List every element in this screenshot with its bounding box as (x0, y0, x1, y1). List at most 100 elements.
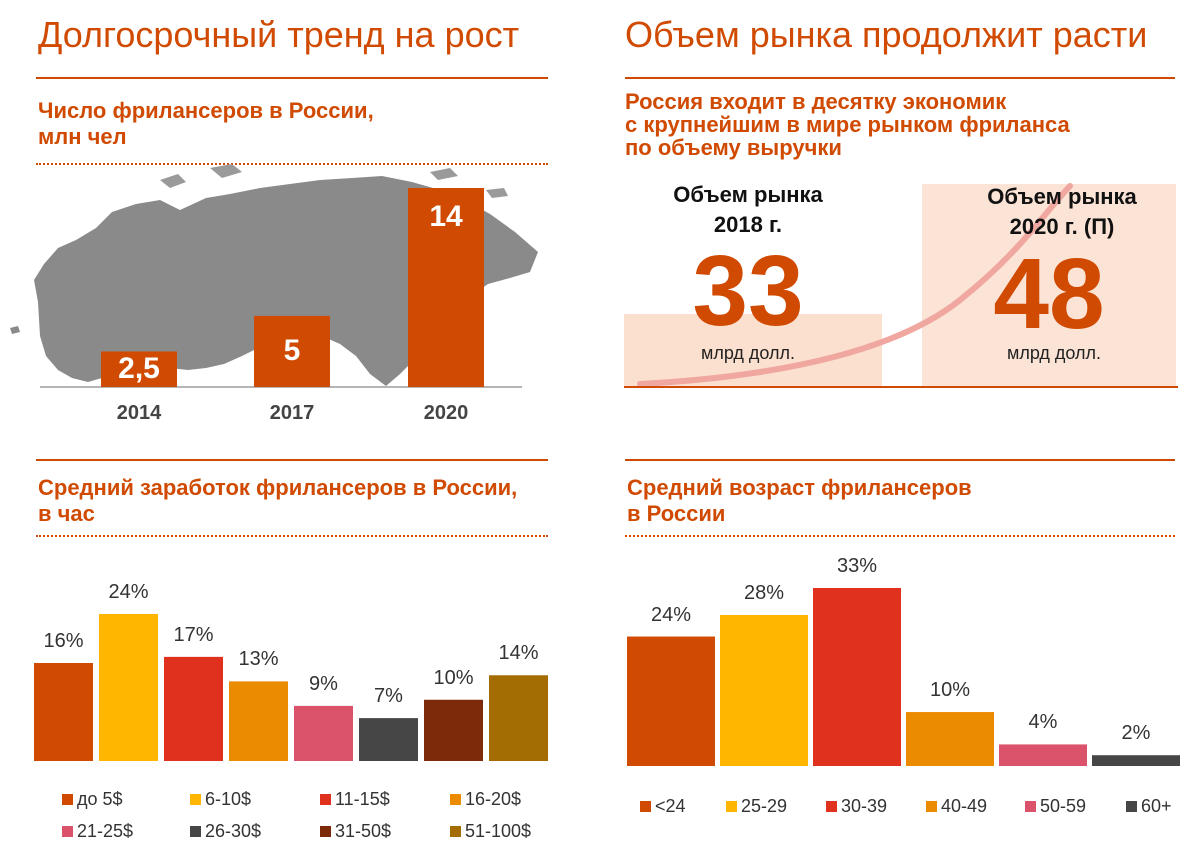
freelancers-year-label: 2014 (116, 402, 162, 424)
age-legend-item: 60+ (1126, 796, 1172, 817)
age-legend-label: <24 (655, 796, 686, 816)
earnings-legend-label: 21-25$ (77, 821, 134, 841)
legend-swatch-icon (62, 826, 73, 837)
legend-swatch-icon (450, 794, 461, 805)
age-value-label: 4% (1028, 711, 1058, 734)
earnings-legend-label: 26-30$ (205, 821, 262, 841)
age-legend-item: <24 (640, 796, 686, 817)
earnings-bar-2 (164, 656, 223, 761)
freelancers-bar-label: 5 (283, 334, 301, 368)
left-section-title: Долгосрочный тренд на рост (38, 14, 520, 55)
age-subtitle: Средний возраст фрилансеров в России (627, 475, 972, 527)
legend-swatch-icon (190, 794, 201, 805)
market-2018-value: 33 (692, 235, 804, 347)
earnings-legend-label: 11-15$ (335, 789, 390, 809)
earnings-subtitle-line1: Средний заработок фрилансеров в России, (38, 475, 518, 500)
earnings-legend-label: 51-100$ (465, 821, 532, 841)
legend-swatch-icon (1025, 801, 1036, 812)
market-subtitle-line1: Россия входит в десятку экономик (625, 89, 1007, 114)
earnings-subtitle: Средний заработок фрилансеров в России, … (38, 475, 517, 527)
earnings-legend-item: 26-30$ (190, 821, 261, 842)
age-legend-label: 30-39 (841, 796, 888, 816)
right-title-rule (625, 77, 1175, 79)
freelancers-count-subtitle-line2: млн чел (38, 124, 127, 149)
legend-swatch-icon (320, 794, 331, 805)
age-legend-label: 40-49 (941, 796, 988, 816)
market-2018-unit: млрд долл. (700, 343, 796, 363)
age-legend-item: 30-39 (826, 796, 887, 817)
earnings-bar-5 (359, 718, 418, 761)
legend-swatch-icon (640, 801, 651, 812)
earnings-bar-0 (34, 663, 93, 761)
freelancers-year-label: 2017 (269, 402, 315, 424)
earnings-value-label: 10% (433, 666, 474, 689)
age-legend-label: 60+ (1141, 796, 1172, 816)
freelancers-count-divider (36, 163, 548, 165)
earnings-legend-label: 31-50$ (335, 821, 392, 841)
age-legend-label: 25-29 (741, 796, 788, 816)
earnings-value-label: 14% (498, 642, 539, 665)
market-2020-heading-line1: Объем рынка (987, 184, 1137, 209)
age-top-rule (625, 459, 1175, 461)
market-graphic (624, 183, 1178, 388)
age-divider (625, 535, 1175, 537)
right-section-title: Объем рынка продолжит расти (625, 14, 1148, 55)
age-bar-5 (1092, 755, 1180, 766)
market-subtitle: Россия входит в десятку экономик с крупн… (625, 90, 1070, 159)
earnings-value-label: 17% (173, 623, 214, 646)
age-value-label: 28% (743, 581, 785, 604)
earnings-value-label: 16% (43, 630, 84, 652)
market-2018-heading-line1: Объем рынка (673, 182, 823, 207)
earnings-legend-item: 6-10$ (190, 789, 251, 810)
earnings-bar-6 (424, 699, 483, 761)
freelancers-year-label: 2020 (423, 402, 469, 424)
age-bar-3 (906, 712, 994, 766)
earnings-value-label: 24% (108, 581, 149, 603)
freelancers-count-chart (40, 188, 522, 388)
earnings-bar-1 (99, 614, 158, 761)
market-2020-heading-line2: 2020 г. (П) (1009, 214, 1115, 239)
market-2020-unit: млрд долл. (1006, 343, 1102, 363)
legend-swatch-icon (726, 801, 737, 812)
legend-swatch-icon (62, 794, 73, 805)
legend-swatch-icon (190, 826, 201, 837)
earnings-top-rule (36, 459, 548, 461)
earnings-subtitle-line2: в час (38, 501, 95, 526)
market-subtitle-line3: по объему выручки (625, 135, 842, 160)
age-subtitle-line2: в России (627, 501, 726, 526)
legend-swatch-icon (926, 801, 937, 812)
market-2020-bar (922, 184, 1176, 386)
age-legend-item: 40-49 (926, 796, 987, 817)
market-2018-heading: Объем рынка 2018 г. (623, 180, 873, 240)
market-2020-heading: Объем рынка 2020 г. (П) (922, 182, 1200, 242)
earnings-bar-3 (229, 681, 288, 761)
legend-swatch-icon (1126, 801, 1137, 812)
earnings-legend-label: 6-10$ (205, 789, 252, 809)
freelancers-bar-2020 (408, 188, 484, 387)
age-bar-4 (999, 744, 1087, 766)
freelancers-bar-label: 14 (429, 200, 463, 233)
market-2020-value: 48 (993, 238, 1105, 350)
earnings-divider (36, 535, 548, 537)
age-bar-1 (720, 614, 808, 766)
age-chart (627, 588, 1180, 766)
freelancers-bar-2017 (254, 315, 330, 387)
legend-swatch-icon (450, 826, 461, 837)
freelancers-bar-label: 2,5 (118, 352, 160, 386)
earnings-value-label: 9% (309, 672, 338, 695)
age-value-label: 24% (650, 603, 692, 626)
earnings-legend-item: 21-25$ (62, 821, 133, 842)
age-legend-item: 25-29 (726, 796, 787, 817)
legend-swatch-icon (826, 801, 837, 812)
freelancers-count-subtitle-line1: Число фрилансеров в России, (38, 98, 374, 123)
age-value-label: 10% (929, 679, 971, 702)
age-subtitle-line1: Средний возраст фрилансеров (627, 475, 972, 500)
earnings-bar-4 (294, 705, 353, 761)
growth-curve (637, 183, 1073, 387)
left-title-rule (36, 77, 548, 79)
earnings-legend-item: до 5$ (62, 789, 123, 810)
legend-swatch-icon (320, 826, 331, 837)
age-value-label: 2% (1121, 722, 1151, 745)
earnings-legend-item: 11-15$ (320, 789, 390, 810)
age-value-label: 33% (836, 555, 878, 577)
